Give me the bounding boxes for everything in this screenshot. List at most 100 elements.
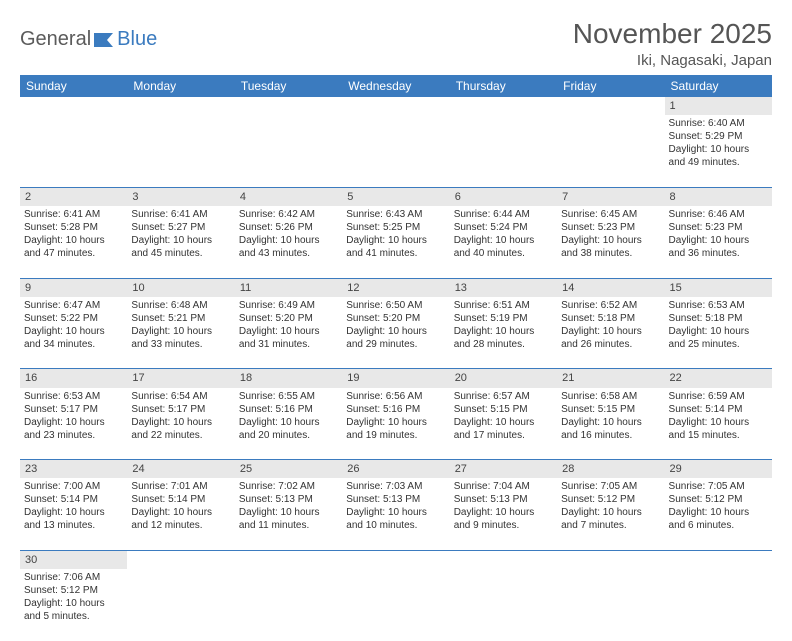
day-info-line: Daylight: 10 hours <box>131 325 230 338</box>
day-number-cell <box>450 550 557 569</box>
day-info-line: Sunset: 5:12 PM <box>561 493 660 506</box>
day-info-line: Sunset: 5:26 PM <box>239 221 338 234</box>
day-info-line: Daylight: 10 hours <box>561 234 660 247</box>
day-number-cell: 5 <box>342 187 449 206</box>
day-info-line: Sunset: 5:16 PM <box>346 403 445 416</box>
day-info-line: Sunset: 5:27 PM <box>131 221 230 234</box>
day-info-line: Sunset: 5:20 PM <box>239 312 338 325</box>
day-info-cell: Sunrise: 6:51 AMSunset: 5:19 PMDaylight:… <box>450 297 557 369</box>
info-row: Sunrise: 7:06 AMSunset: 5:12 PMDaylight:… <box>20 569 772 641</box>
day-info-cell <box>20 115 127 187</box>
day-info-cell <box>235 115 342 187</box>
day-info-line: Sunset: 5:29 PM <box>669 130 768 143</box>
daynum-row: 2345678 <box>20 187 772 206</box>
calendar-table: Sunday Monday Tuesday Wednesday Thursday… <box>20 75 772 641</box>
day-info-cell <box>127 115 234 187</box>
day-number-cell <box>450 97 557 115</box>
day-info-line: Sunset: 5:28 PM <box>24 221 123 234</box>
day-info-line: Sunset: 5:25 PM <box>346 221 445 234</box>
day-number-cell: 10 <box>127 278 234 297</box>
title-block: November 2025 Iki, Nagasaki, Japan <box>573 18 772 69</box>
day-info-line: and 12 minutes. <box>131 519 230 532</box>
day-info-line: Sunrise: 6:45 AM <box>561 208 660 221</box>
day-info-line: Sunrise: 6:46 AM <box>669 208 768 221</box>
day-info-line: Sunrise: 6:55 AM <box>239 390 338 403</box>
day-info-line: and 43 minutes. <box>239 247 338 260</box>
info-row: Sunrise: 7:00 AMSunset: 5:14 PMDaylight:… <box>20 478 772 550</box>
day-info-line: Sunset: 5:21 PM <box>131 312 230 325</box>
day-info-cell: Sunrise: 6:50 AMSunset: 5:20 PMDaylight:… <box>342 297 449 369</box>
day-info-line: Sunrise: 7:03 AM <box>346 480 445 493</box>
day-info-line: Sunset: 5:23 PM <box>669 221 768 234</box>
day-info-line: Daylight: 10 hours <box>454 416 553 429</box>
day-info-line: Daylight: 10 hours <box>454 506 553 519</box>
logo: GeneralBlue <box>20 18 157 51</box>
day-info-line: Sunrise: 6:44 AM <box>454 208 553 221</box>
day-info-line: Daylight: 10 hours <box>669 416 768 429</box>
day-info-line: Sunset: 5:13 PM <box>454 493 553 506</box>
daynum-row: 30 <box>20 550 772 569</box>
day-info-line: Sunset: 5:17 PM <box>24 403 123 416</box>
logo-flag-icon <box>93 31 115 49</box>
day-number-cell: 28 <box>557 460 664 479</box>
day-info-line: and 10 minutes. <box>346 519 445 532</box>
day-info-line: Sunset: 5:19 PM <box>454 312 553 325</box>
day-info-line: and 15 minutes. <box>669 429 768 442</box>
logo-text-1: General <box>20 28 91 51</box>
day-info-line: and 38 minutes. <box>561 247 660 260</box>
day-info-line: Sunrise: 6:53 AM <box>24 390 123 403</box>
day-info-line: Sunrise: 6:58 AM <box>561 390 660 403</box>
day-info-line: Daylight: 10 hours <box>669 234 768 247</box>
day-info-cell: Sunrise: 7:02 AMSunset: 5:13 PMDaylight:… <box>235 478 342 550</box>
day-info-line: and 19 minutes. <box>346 429 445 442</box>
day-info-line: Daylight: 10 hours <box>239 416 338 429</box>
day-number-cell: 13 <box>450 278 557 297</box>
day-info-cell: Sunrise: 6:53 AMSunset: 5:18 PMDaylight:… <box>665 297 772 369</box>
day-info-line: Sunrise: 7:00 AM <box>24 480 123 493</box>
weekday-header: Saturday <box>665 75 772 97</box>
day-info-line: and 6 minutes. <box>669 519 768 532</box>
day-info-cell: Sunrise: 6:44 AMSunset: 5:24 PMDaylight:… <box>450 206 557 278</box>
daynum-row: 16171819202122 <box>20 369 772 388</box>
day-info-line: Daylight: 10 hours <box>131 506 230 519</box>
day-number-cell: 11 <box>235 278 342 297</box>
day-number-cell <box>557 550 664 569</box>
day-info-line: Sunset: 5:20 PM <box>346 312 445 325</box>
day-info-line: Sunset: 5:12 PM <box>669 493 768 506</box>
day-info-cell: Sunrise: 6:42 AMSunset: 5:26 PMDaylight:… <box>235 206 342 278</box>
day-number-cell: 14 <box>557 278 664 297</box>
day-info-cell <box>557 115 664 187</box>
day-info-line: Sunrise: 6:59 AM <box>669 390 768 403</box>
day-info-cell: Sunrise: 6:43 AMSunset: 5:25 PMDaylight:… <box>342 206 449 278</box>
day-info-line: Sunrise: 7:06 AM <box>24 571 123 584</box>
day-number-cell: 23 <box>20 460 127 479</box>
day-info-line: Sunrise: 6:54 AM <box>131 390 230 403</box>
day-info-cell: Sunrise: 6:57 AMSunset: 5:15 PMDaylight:… <box>450 388 557 460</box>
weekday-header: Wednesday <box>342 75 449 97</box>
day-info-line: and 41 minutes. <box>346 247 445 260</box>
weekday-header: Thursday <box>450 75 557 97</box>
day-info-line: and 13 minutes. <box>24 519 123 532</box>
weekday-header: Tuesday <box>235 75 342 97</box>
day-info-line: Daylight: 10 hours <box>346 234 445 247</box>
day-info-line: and 26 minutes. <box>561 338 660 351</box>
day-info-cell <box>450 569 557 641</box>
calendar-page: GeneralBlue November 2025 Iki, Nagasaki,… <box>0 0 792 641</box>
day-info-line: and 33 minutes. <box>131 338 230 351</box>
day-info-line: and 45 minutes. <box>131 247 230 260</box>
day-info-line: Sunrise: 6:52 AM <box>561 299 660 312</box>
day-number-cell: 24 <box>127 460 234 479</box>
day-info-line: Daylight: 10 hours <box>24 325 123 338</box>
day-info-line: Sunrise: 6:47 AM <box>24 299 123 312</box>
day-number-cell: 20 <box>450 369 557 388</box>
weekday-header-row: Sunday Monday Tuesday Wednesday Thursday… <box>20 75 772 97</box>
day-info-line: and 49 minutes. <box>669 156 768 169</box>
day-number-cell: 15 <box>665 278 772 297</box>
day-number-cell: 26 <box>342 460 449 479</box>
day-info-line: Sunset: 5:18 PM <box>561 312 660 325</box>
weekday-header: Monday <box>127 75 234 97</box>
day-info-cell <box>342 115 449 187</box>
day-info-cell: Sunrise: 6:56 AMSunset: 5:16 PMDaylight:… <box>342 388 449 460</box>
day-number-cell: 3 <box>127 187 234 206</box>
day-info-line: Sunrise: 6:48 AM <box>131 299 230 312</box>
